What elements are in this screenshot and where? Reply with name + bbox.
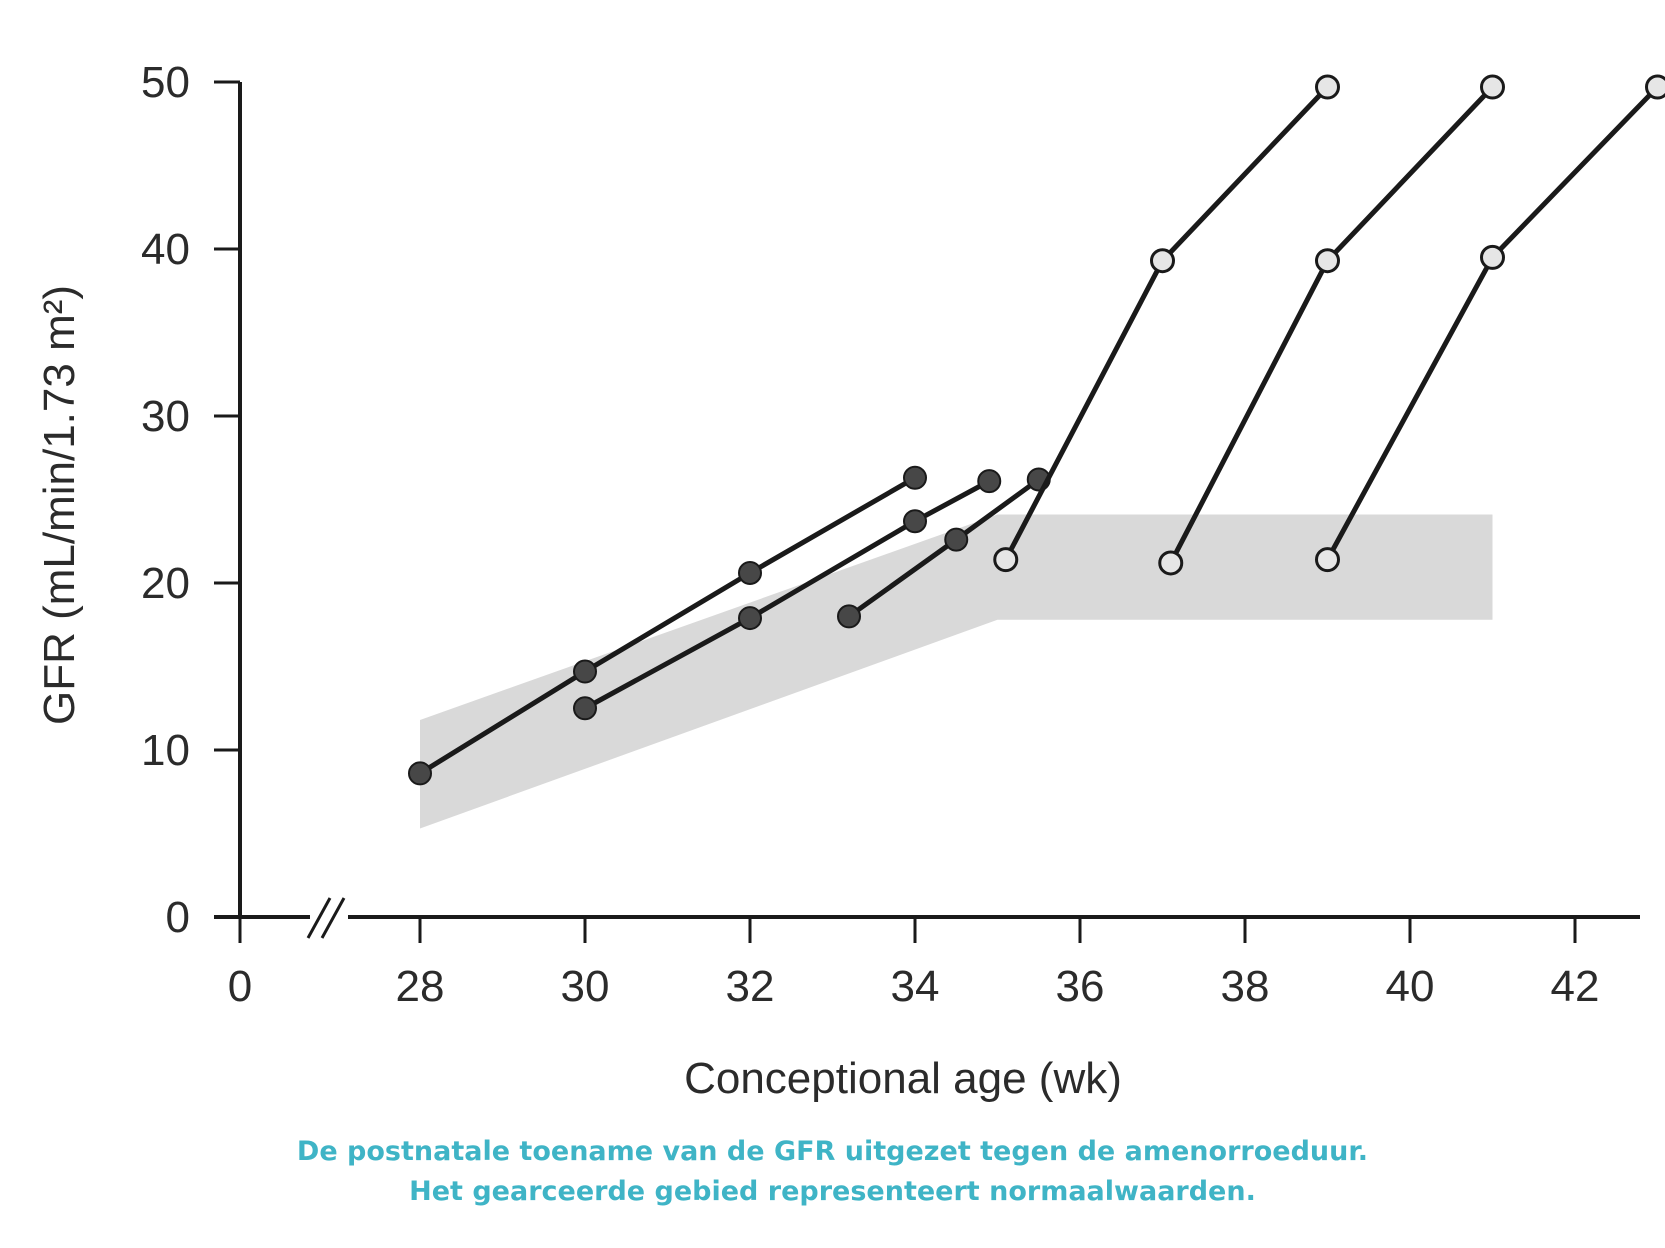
data-point bbox=[903, 465, 927, 490]
data-point bbox=[837, 604, 861, 629]
x-tick-label: 42 bbox=[1551, 962, 1600, 1011]
x-tick-label: 38 bbox=[1221, 962, 1270, 1011]
normal-range-band bbox=[420, 514, 1493, 829]
x-tick-label: 40 bbox=[1386, 962, 1435, 1011]
normal-range-band-layer bbox=[420, 514, 1493, 829]
series-2 bbox=[573, 469, 1002, 721]
series-5-line bbox=[1168, 85, 1495, 565]
data-point bbox=[408, 761, 432, 786]
data-point bbox=[1315, 74, 1340, 100]
data-point bbox=[1315, 547, 1340, 573]
data-point bbox=[738, 606, 762, 631]
data-point bbox=[573, 659, 597, 684]
y-tick-label: 10 bbox=[141, 726, 190, 775]
y-tick-label: 0 bbox=[166, 893, 190, 942]
data-point bbox=[1480, 244, 1505, 270]
x-axis-title: Conceptional age (wk) bbox=[684, 1054, 1122, 1103]
ticks-layer: 0 28 30 32 34 36 38 40 42 0 10 20 30 40 50 bbox=[141, 58, 1599, 1011]
caption-line-2: Het gearceerde gebied representeert norm… bbox=[409, 1176, 1256, 1207]
data-point bbox=[903, 509, 927, 534]
series-6 bbox=[1315, 74, 1665, 573]
axis-break-mark bbox=[306, 895, 348, 939]
y-tick-label: 30 bbox=[141, 392, 190, 441]
data-point bbox=[1480, 74, 1505, 100]
y-tick-label: 40 bbox=[141, 225, 190, 274]
x-tick-label: 30 bbox=[561, 962, 610, 1011]
y-axis-title: GFR (mL/min/1.73 m²) bbox=[35, 285, 84, 725]
series-layer bbox=[408, 74, 1665, 786]
caption-line-1: De postnatale toename van de GFR uitgeze… bbox=[296, 1136, 1369, 1167]
data-point bbox=[993, 547, 1019, 573]
series-4 bbox=[993, 74, 1340, 573]
data-point bbox=[1158, 550, 1184, 576]
data-point bbox=[1150, 248, 1175, 274]
y-tick-label: 20 bbox=[141, 559, 190, 608]
x-tick-label: 0 bbox=[228, 962, 252, 1011]
series-1-line bbox=[418, 475, 917, 776]
series-1 bbox=[408, 465, 927, 786]
x-tick-label: 36 bbox=[1056, 962, 1105, 1011]
data-point bbox=[738, 560, 762, 585]
data-point bbox=[1315, 248, 1340, 274]
series-6-line bbox=[1325, 85, 1660, 561]
data-point bbox=[944, 527, 969, 552]
x-tick-label: 28 bbox=[396, 962, 445, 1011]
axes-layer bbox=[214, 82, 1640, 939]
series-2-line bbox=[583, 478, 991, 711]
data-point bbox=[977, 469, 1002, 494]
series-5 bbox=[1158, 74, 1505, 576]
x-tick-label: 32 bbox=[726, 962, 775, 1011]
x-tick-label: 34 bbox=[891, 962, 940, 1011]
y-tick-label: 50 bbox=[141, 58, 190, 107]
series-4-line bbox=[1003, 85, 1330, 561]
data-point bbox=[1645, 74, 1665, 100]
data-point bbox=[573, 696, 597, 721]
